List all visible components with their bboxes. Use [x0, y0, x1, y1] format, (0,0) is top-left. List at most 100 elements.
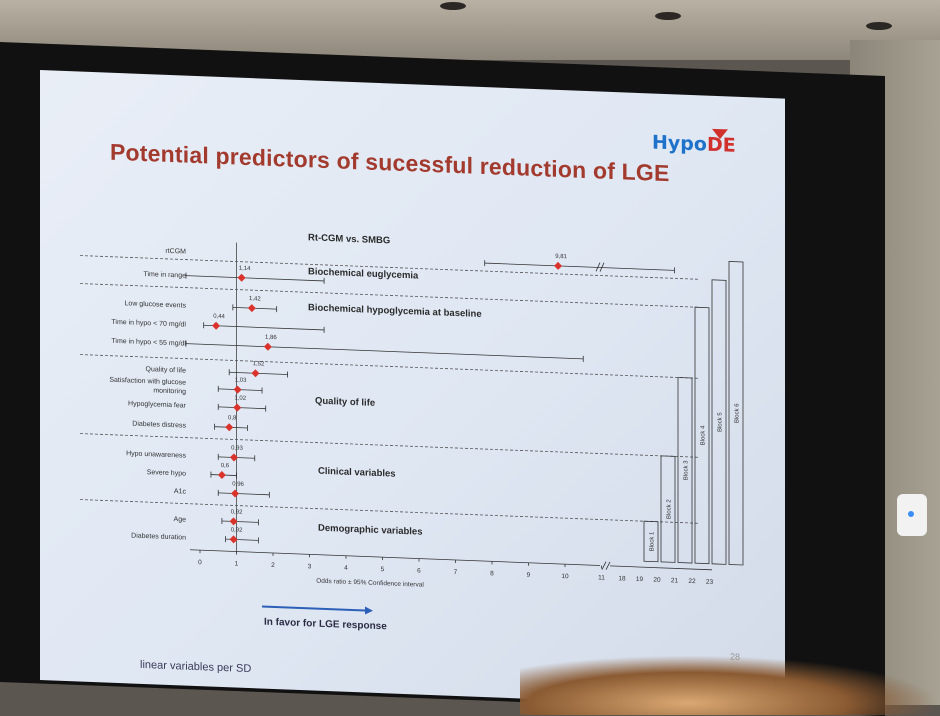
estimate-point [231, 489, 240, 498]
estimate-point [263, 342, 272, 351]
tick-label: 9 [527, 572, 531, 579]
row-label: Diabetes distress [132, 421, 186, 430]
tick-label: 19 [636, 576, 644, 583]
ceiling-light [440, 2, 466, 10]
axis-line [610, 565, 712, 571]
estimate-point [229, 535, 238, 544]
row-label: rtCGM [165, 248, 186, 256]
block-bracket [711, 279, 727, 565]
estimate-point [229, 453, 238, 462]
tick-label: 21 [671, 577, 679, 584]
ci-line [218, 406, 266, 410]
tick-label: 3 [308, 563, 312, 570]
estimate-point [233, 385, 242, 394]
estimate-point [247, 304, 256, 313]
block-label: Block 2 [667, 499, 673, 520]
ceiling-light [655, 12, 681, 20]
ci-line [484, 262, 675, 271]
tick-label: 7 [454, 569, 458, 576]
row-label: Hypo unawareness [126, 450, 186, 459]
device-led [908, 511, 914, 517]
data-label: 0,96 [232, 481, 244, 487]
axis-line [190, 549, 600, 566]
favor-arrow-line [262, 605, 365, 612]
estimate-point [212, 321, 221, 330]
row-label: Time in hypo < 70 mg/dl [111, 319, 186, 329]
data-label: 0,93 [231, 445, 243, 451]
data-label: 0,8 [228, 415, 237, 421]
audience-heads [520, 655, 940, 715]
row-label: Time in hypo < 55 mg/dl [111, 338, 186, 348]
estimate-point [217, 470, 226, 479]
plot-marks: 9,81 1,14 1,42 0,44 1,86 1,52 1,03 1,02 0,8 0,93 0… [185, 254, 675, 544]
block-label: Block 4 [701, 425, 707, 446]
tick-label: 11 [598, 574, 605, 581]
tick-label: 2 [271, 562, 275, 569]
row-label: Low glucose events [125, 300, 187, 309]
data-label: 0,6 [221, 463, 230, 469]
ci-line [221, 520, 259, 523]
estimate-point [554, 261, 563, 270]
block-label: Block 3 [684, 460, 690, 481]
tick-label: 0 [198, 559, 202, 566]
axis-break-mark [601, 561, 607, 570]
tick-label: 6 [417, 567, 421, 574]
ci-line [203, 324, 325, 331]
data-label: 1,86 [265, 335, 277, 341]
tick-label: 20 [653, 577, 661, 584]
estimate-point [237, 273, 246, 282]
ci-line [186, 343, 584, 360]
group-label: Biochemical euglycemia [308, 266, 419, 281]
group-separator [80, 433, 700, 458]
block-bracket [694, 306, 710, 565]
group-label: Clinical variables [318, 466, 396, 480]
estimate-point [233, 403, 242, 412]
data-label: 9,81 [555, 254, 567, 260]
axis-break-mark [595, 262, 601, 272]
wall-device [897, 494, 927, 536]
data-label: 1,52 [253, 361, 265, 367]
group-separator [80, 354, 700, 379]
presentation-slide: HypoDE Potential predictors of sucessful… [40, 70, 785, 709]
tick-label: 5 [381, 566, 385, 573]
ceiling-light [866, 22, 892, 30]
row-label: Time in range [143, 271, 186, 280]
group-separator [80, 255, 700, 280]
block-bracket [660, 455, 676, 563]
block-bracket [643, 520, 659, 563]
row-labels: rtCGM Time in range Low glucose events Time… [109, 248, 187, 542]
group-labels: Rt-CGM vs. SMBG Biochemical euglycemia Bio… [308, 232, 482, 538]
data-label: 0,92 [231, 509, 243, 515]
tick-label: 23 [706, 579, 714, 586]
group-separator [80, 283, 700, 308]
x-axis-label: Odds ratio ± 95% Confidence interval [316, 578, 424, 589]
group-label: Rt-CGM vs. SMBG [308, 232, 390, 246]
block-label: Block 6 [735, 403, 741, 424]
estimate-point [251, 369, 260, 378]
block-bracket [677, 377, 693, 564]
block-brackets: Block 1 Block 2 Block 3 Block 4 Block 5 Block… [643, 261, 744, 566]
row-label: Age [174, 516, 187, 523]
data-label: 1,03 [235, 377, 247, 383]
row-label: Severe hypo [147, 469, 186, 478]
group-label: Demographic variables [318, 523, 423, 538]
data-label: 1,14 [239, 266, 251, 272]
estimate-point [225, 423, 234, 432]
row-label: Diabetes duration [131, 533, 186, 542]
estimate-point [229, 517, 238, 526]
tick-label: 1 [235, 560, 239, 567]
block-label: Block 1 [650, 531, 656, 552]
tick-label: 22 [688, 578, 696, 585]
tick-label: 8 [490, 570, 494, 577]
group-separator [80, 499, 700, 524]
axis-break-mark [599, 262, 605, 272]
block-bracket [728, 261, 744, 566]
favor-arrow-head-icon [365, 606, 373, 615]
axis-break-mark [605, 561, 611, 570]
row-label: A1c [174, 488, 187, 495]
row-label: Hypoglycemia fear [128, 400, 187, 409]
data-label: 1,02 [234, 395, 246, 401]
tick-label: 4 [344, 565, 348, 572]
row-label: monitoring [153, 387, 186, 395]
